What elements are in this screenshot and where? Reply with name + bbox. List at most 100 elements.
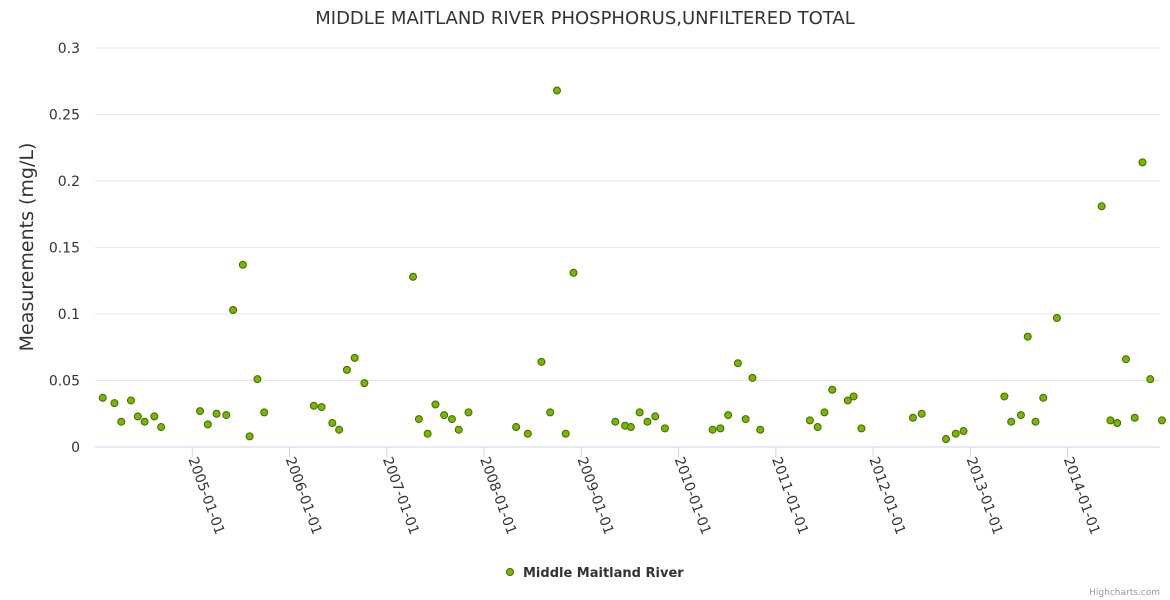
legend[interactable]: Middle Maitland River [506, 566, 685, 581]
data-point[interactable] [317, 403, 326, 412]
data-point[interactable] [951, 429, 960, 438]
data-point[interactable] [1113, 419, 1122, 428]
data-point[interactable] [959, 427, 968, 436]
data-point[interactable] [245, 432, 254, 441]
credits-link[interactable]: Highcharts.com [1089, 588, 1160, 598]
data-point[interactable] [335, 425, 344, 434]
data-point[interactable] [260, 408, 269, 417]
data-point[interactable] [440, 411, 449, 420]
x-tick-label: 2009-01-01 [574, 455, 617, 537]
data-point[interactable] [360, 379, 369, 388]
data-point[interactable] [196, 407, 205, 416]
data-point[interactable] [805, 416, 814, 425]
data-point[interactable] [569, 268, 578, 277]
data-point[interactable] [1121, 355, 1130, 364]
data-point[interactable] [1039, 393, 1048, 402]
data-point[interactable] [447, 415, 456, 424]
data-point[interactable] [849, 392, 858, 401]
data-point[interactable] [409, 272, 418, 281]
data-point[interactable] [229, 306, 238, 315]
y-axis-label: Measurements (mg/L) [16, 143, 38, 352]
data-point[interactable] [708, 425, 717, 434]
data-point[interactable] [828, 385, 837, 394]
data-point[interactable] [733, 359, 742, 368]
data-point[interactable] [857, 424, 866, 433]
data-point[interactable] [212, 409, 221, 418]
data-point[interactable] [942, 435, 951, 444]
legend-item-label[interactable]: Middle Maitland River [523, 566, 684, 581]
data-point[interactable] [203, 420, 212, 429]
data-point[interactable] [716, 424, 725, 433]
data-point[interactable] [1052, 313, 1061, 322]
x-tick-label: 2010-01-01 [671, 455, 714, 537]
data-point[interactable] [741, 415, 750, 424]
data-point[interactable] [908, 413, 917, 422]
data-point[interactable] [454, 425, 463, 434]
series-middle-maitland-river[interactable] [98, 86, 1166, 444]
data-point[interactable] [813, 423, 822, 432]
data-point[interactable] [748, 373, 757, 382]
x-tick-label: 2007-01-01 [379, 455, 422, 537]
data-point[interactable] [98, 393, 107, 402]
data-point[interactable] [1130, 413, 1139, 422]
data-point[interactable] [423, 429, 432, 438]
y-tick-label: 0.1 [58, 307, 80, 323]
x-tick-label: 2005-01-01 [185, 455, 228, 537]
data-point[interactable] [1016, 411, 1025, 420]
data-point[interactable] [820, 408, 829, 417]
x-tick-label: 2012-01-01 [865, 455, 908, 537]
data-point[interactable] [133, 412, 142, 421]
data-point[interactable] [414, 415, 423, 424]
data-point[interactable] [635, 408, 644, 417]
data-point[interactable] [537, 357, 546, 366]
legend-marker[interactable] [506, 568, 514, 576]
data-point[interactable] [1023, 332, 1032, 341]
data-point[interactable] [431, 400, 440, 409]
data-point[interactable] [110, 399, 119, 408]
data-point[interactable] [342, 365, 351, 374]
data-point[interactable] [328, 419, 337, 428]
data-point[interactable] [1106, 416, 1115, 425]
grid-lines [95, 47, 1160, 381]
data-point[interactable] [626, 423, 635, 432]
data-point[interactable] [222, 411, 231, 420]
data-point[interactable] [1138, 158, 1147, 167]
y-tick-label: 0.25 [49, 108, 80, 124]
data-point[interactable] [350, 353, 359, 362]
x-tick-label: 2013-01-01 [963, 455, 1006, 537]
data-point[interactable] [309, 401, 318, 410]
data-point[interactable] [552, 86, 561, 95]
data-point[interactable] [660, 424, 669, 433]
data-point[interactable] [512, 423, 521, 432]
data-point[interactable] [724, 411, 733, 420]
data-point[interactable] [561, 429, 570, 438]
x-tick-label: 2008-01-01 [476, 455, 519, 537]
data-point[interactable] [651, 412, 660, 421]
data-point[interactable] [546, 408, 555, 417]
data-point[interactable] [1007, 417, 1016, 426]
data-point[interactable] [464, 408, 473, 417]
data-point[interactable] [117, 417, 126, 426]
data-point[interactable] [238, 260, 247, 269]
data-point[interactable] [1000, 392, 1009, 401]
data-point[interactable] [917, 409, 926, 418]
y-tick-label: 0.2 [58, 174, 80, 190]
data-point[interactable] [756, 425, 765, 434]
y-tick-label: 0.3 [58, 41, 80, 57]
data-point[interactable] [843, 396, 852, 405]
data-point[interactable] [126, 396, 135, 405]
y-tick-label: 0.05 [49, 374, 80, 390]
data-point[interactable] [1146, 375, 1155, 384]
data-point[interactable] [1157, 416, 1166, 425]
data-point[interactable] [523, 429, 532, 438]
data-point[interactable] [157, 423, 166, 432]
data-point[interactable] [1097, 202, 1106, 211]
data-point[interactable] [140, 417, 149, 426]
data-point[interactable] [150, 412, 159, 421]
data-point[interactable] [611, 417, 620, 426]
data-point[interactable] [643, 417, 652, 426]
data-point[interactable] [1031, 417, 1040, 426]
x-axis-ticks: 2005-01-01 2006-01-01 2007-01-01 2008-01-01… [185, 447, 1103, 537]
data-point[interactable] [253, 375, 262, 384]
